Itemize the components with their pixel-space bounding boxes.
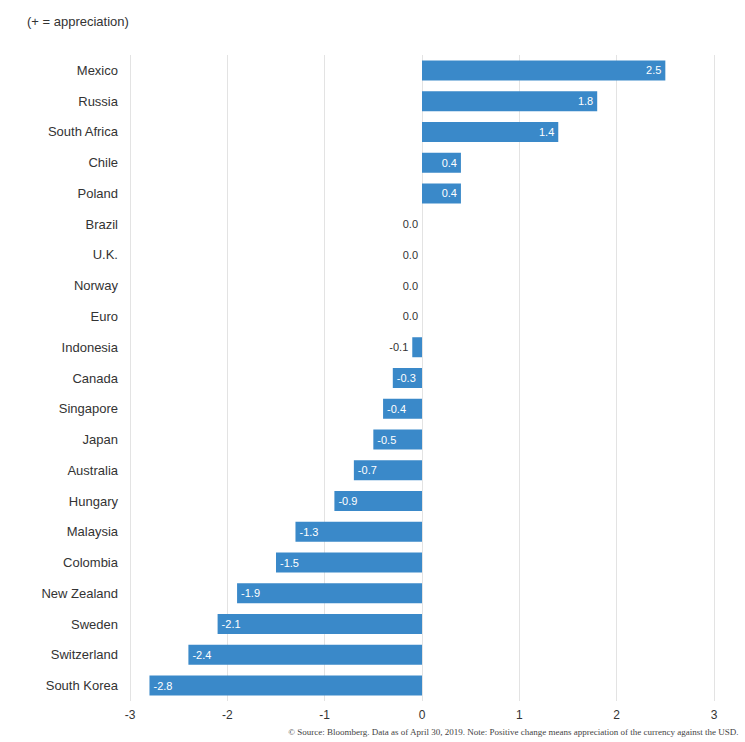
svg-text:Chile: Chile	[88, 155, 118, 170]
svg-text:Australia: Australia	[67, 463, 118, 478]
svg-text:-2.8: -2.8	[153, 680, 172, 692]
svg-text:-0.7: -0.7	[358, 464, 377, 476]
svg-text:0.0: 0.0	[403, 249, 418, 261]
svg-text:Hungary: Hungary	[69, 494, 119, 509]
svg-text:0.4: 0.4	[442, 187, 457, 199]
svg-text:2: 2	[613, 708, 620, 722]
svg-text:Euro: Euro	[91, 309, 118, 324]
svg-text:Norway: Norway	[74, 278, 119, 293]
svg-text:0.0: 0.0	[403, 280, 418, 292]
svg-text:1.4: 1.4	[539, 126, 554, 138]
svg-text:0: 0	[419, 708, 426, 722]
svg-text:Colombia: Colombia	[63, 555, 119, 570]
svg-text:Brazil: Brazil	[85, 217, 118, 232]
svg-text:Indonesia: Indonesia	[62, 340, 119, 355]
svg-text:South Africa: South Africa	[48, 124, 119, 139]
svg-text:© Source: Bloomberg. Data as o: © Source: Bloomberg. Data as of April 30…	[288, 727, 738, 737]
svg-text:0.4: 0.4	[442, 157, 457, 169]
svg-text:Russia: Russia	[78, 94, 119, 109]
svg-text:-0.3: -0.3	[397, 372, 416, 384]
svg-text:3: 3	[711, 708, 718, 722]
svg-text:Poland: Poland	[78, 186, 118, 201]
svg-text:0.0: 0.0	[403, 218, 418, 230]
svg-text:-2: -2	[222, 708, 233, 722]
svg-text:South Korea: South Korea	[46, 678, 119, 693]
svg-text:Singapore: Singapore	[59, 401, 118, 416]
svg-text:1: 1	[516, 708, 523, 722]
svg-text:Mexico: Mexico	[77, 63, 118, 78]
svg-text:-0.1: -0.1	[389, 341, 408, 353]
svg-text:2.5: 2.5	[646, 64, 661, 76]
svg-text:-1.3: -1.3	[299, 526, 318, 538]
svg-text:-0.4: -0.4	[387, 403, 406, 415]
svg-text:Switzerland: Switzerland	[51, 647, 118, 662]
svg-text:(+ = appreciation): (+ = appreciation)	[27, 14, 129, 29]
svg-text:Canada: Canada	[72, 371, 118, 386]
svg-text:U.K.: U.K.	[93, 247, 118, 262]
svg-text:Malaysia: Malaysia	[67, 524, 119, 539]
svg-text:New Zealand: New Zealand	[41, 586, 118, 601]
svg-text:-1.5: -1.5	[280, 557, 299, 569]
svg-text:-0.9: -0.9	[338, 495, 357, 507]
svg-text:-2.4: -2.4	[192, 649, 211, 661]
svg-text:-1: -1	[319, 708, 330, 722]
svg-text:Japan: Japan	[83, 432, 118, 447]
svg-text:-3: -3	[125, 708, 136, 722]
svg-text:-1.9: -1.9	[241, 587, 260, 599]
svg-text:Sweden: Sweden	[71, 617, 118, 632]
svg-text:-2.1: -2.1	[222, 618, 241, 630]
svg-text:0.0: 0.0	[403, 310, 418, 322]
svg-text:-0.5: -0.5	[377, 434, 396, 446]
svg-text:1.8: 1.8	[578, 95, 593, 107]
